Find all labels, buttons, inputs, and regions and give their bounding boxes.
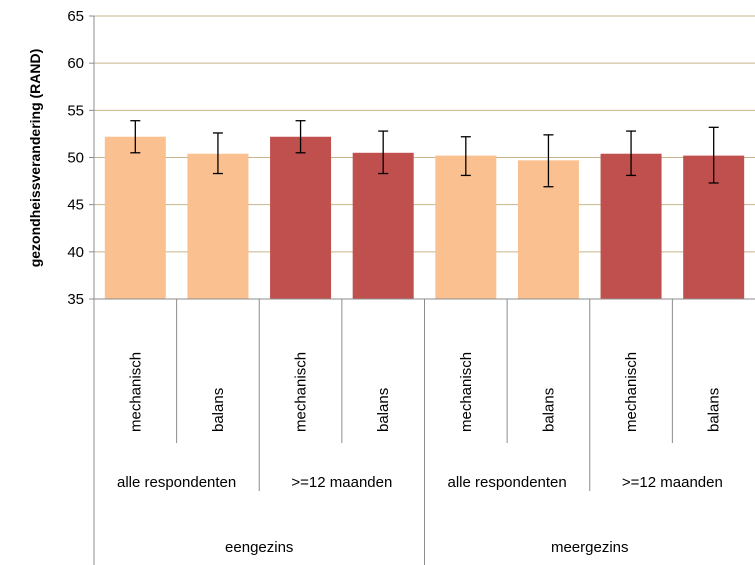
bar (600, 153, 662, 299)
category-label: balans (706, 388, 723, 432)
error-bars (130, 120, 719, 188)
category-label: mechanisch (458, 352, 475, 432)
labels: 35 40 45 50 55 60 65 mechanisch balans mechanisch… (67, 8, 723, 556)
subgroup-label: alle respondenten (447, 474, 566, 491)
y-tick-label: 60 (67, 55, 84, 72)
y-tick-label: 65 (67, 8, 84, 25)
subgroup-label: >=12 maanden (291, 474, 392, 491)
subgroup-label: alle respondenten (117, 474, 236, 491)
y-axis-title: gezondheissverandering (RAND) (27, 49, 43, 268)
group-label: meergezins (551, 539, 629, 556)
category-label: balans (210, 388, 227, 432)
y-tick-label: 35 (67, 291, 84, 308)
bar (435, 155, 497, 299)
category-label: mechanisch (127, 352, 144, 432)
bar (104, 136, 166, 299)
category-label: balans (375, 388, 392, 432)
y-tick-label: 40 (67, 244, 84, 261)
category-label: mechanisch (623, 352, 640, 432)
bar (187, 153, 249, 299)
bar (352, 152, 414, 299)
group-label: eengezins (225, 539, 293, 556)
axes (89, 15, 755, 565)
y-tick-label: 55 (67, 102, 84, 119)
category-label: balans (540, 388, 557, 432)
subgroup-label: >=12 maanden (622, 474, 723, 491)
bar (270, 136, 332, 299)
y-tick-label: 45 (67, 197, 84, 214)
y-tick-label: 50 (67, 150, 84, 167)
bars (104, 136, 745, 299)
category-label: mechanisch (293, 352, 310, 432)
